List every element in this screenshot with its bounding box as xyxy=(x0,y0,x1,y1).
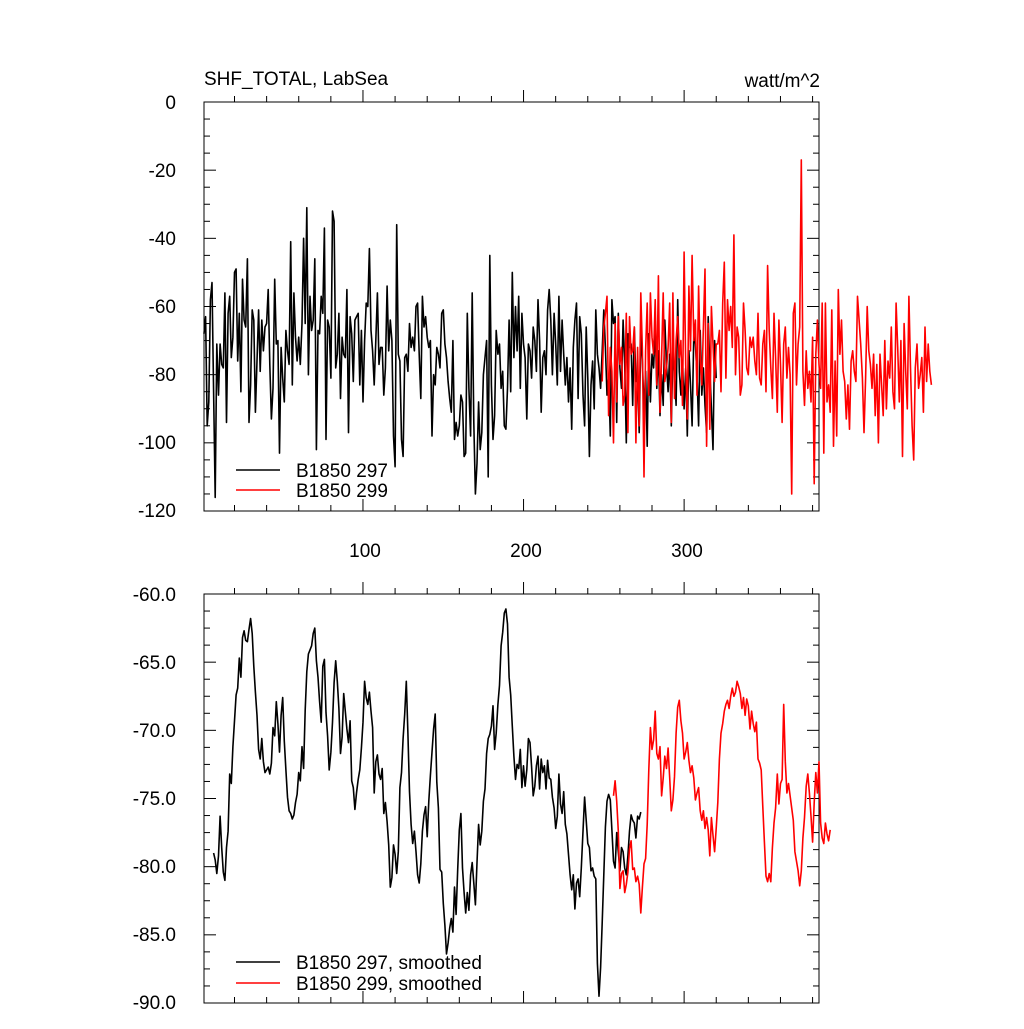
top-legend: B1850 297 B1850 299 xyxy=(236,461,388,502)
bottom-panel: -60.0 -65.0 -70.0 -75.0 -80.0 -85.0 -90.… xyxy=(133,582,831,1014)
top-series-group xyxy=(203,159,933,499)
bottom-y-tick-label: -70.0 xyxy=(133,721,176,742)
bottom-y-tick-label: -65.0 xyxy=(133,653,176,674)
top-x-tick-label: 200 xyxy=(510,541,542,562)
bottom-y-tick-label: -85.0 xyxy=(133,925,176,946)
top-y-tick-label: -40 xyxy=(149,229,176,250)
bottom-y-tick-label: -60.0 xyxy=(133,585,176,606)
bottom-y-tick-label: -75.0 xyxy=(133,789,176,810)
legend-label-b1850-299: B1850 299 xyxy=(296,481,388,502)
top-y-tick-label: -80 xyxy=(149,365,176,386)
bottom-series-line-b1850-297-smoothed xyxy=(212,608,642,998)
top-y-tick-label: -100 xyxy=(138,433,176,454)
bottom-series-line-b1850-299-smoothed xyxy=(612,680,831,914)
top-x-axis-labels: 100 200 300 xyxy=(349,541,703,562)
bottom-y-tick-label: -80.0 xyxy=(133,857,176,878)
top-panel-title: SHF_TOTAL, LabSea xyxy=(204,69,389,90)
top-series-line-b1850-299 xyxy=(601,159,933,495)
top-panel: SHF_TOTAL, LabSea watt/m^2 0 -20 -40 -60… xyxy=(138,69,933,562)
bottom-legend: B1850 297, smoothed B1850 299, smoothed xyxy=(236,953,482,995)
legend-label-b1850-297-smoothed: B1850 297, smoothed xyxy=(296,953,482,974)
top-y-tick-label: -120 xyxy=(138,501,176,522)
top-panel-units: watt/m^2 xyxy=(744,71,820,92)
legend-label-b1850-299-smoothed: B1850 299, smoothed xyxy=(296,974,482,995)
top-y-tick-label: -20 xyxy=(149,161,176,182)
top-y-tick-label: 0 xyxy=(165,93,176,114)
bottom-y-axis-labels: -60.0 -65.0 -70.0 -75.0 -80.0 -85.0 -90.… xyxy=(133,585,176,1014)
bottom-series-group xyxy=(212,608,831,998)
top-y-axis-labels: 0 -20 -40 -60 -80 -100 -120 xyxy=(138,93,176,522)
top-x-tick-label: 300 xyxy=(671,541,703,562)
top-y-tick-label: -60 xyxy=(149,297,176,318)
bottom-y-tick-label: -90.0 xyxy=(133,993,176,1014)
legend-label-b1850-297: B1850 297 xyxy=(296,461,388,482)
top-x-tick-label: 100 xyxy=(349,541,381,562)
